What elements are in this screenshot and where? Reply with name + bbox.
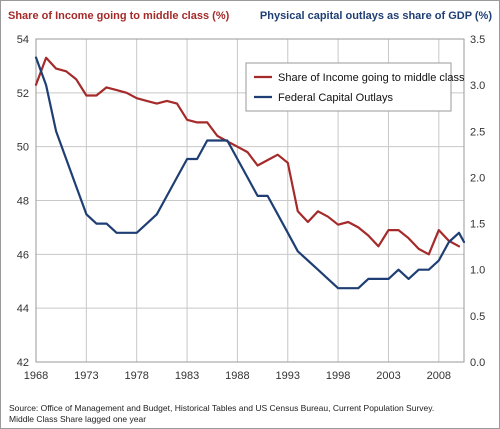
right-axis-title: Physical capital outlays as share of GDP… (259, 10, 492, 22)
left-tick-label: 48 (17, 196, 29, 208)
right-tick-label: 0.5 (470, 311, 485, 323)
legend-label: Share of Income going to middle class (278, 72, 465, 84)
series-lines (34, 56, 466, 290)
legend-label: Federal Capital Outlays (278, 92, 393, 104)
legend-box (245, 62, 452, 112)
left-tick-label: 46 (17, 249, 29, 261)
x-axis-ticks: 1968 1973 1978 1983 1988 1993 1998 2003 2008 (24, 370, 451, 382)
source-line-1: Source: Office of Management and Budget,… (9, 403, 435, 413)
plot-area-border (35, 38, 465, 363)
right-tick-label: 0.0 (470, 357, 485, 369)
left-tick-label: 54 (17, 34, 29, 46)
right-tick-label: 2.0 (470, 172, 485, 184)
left-tick-label: 52 (17, 88, 29, 100)
right-tick-label: 3.5 (470, 34, 485, 46)
x-tick-label: 2003 (376, 370, 400, 382)
legend: Share of Income going to middle class Fed… (245, 62, 465, 112)
left-tick-label: 50 (17, 142, 29, 154)
source-line-2: Middle Class Share lagged one year (9, 414, 147, 424)
source-note: Source: Office of Management and Budget,… (9, 403, 434, 425)
left-tick-label: 44 (17, 303, 29, 315)
x-tick-label: 1993 (276, 370, 300, 382)
right-tick-label: 3.0 (470, 80, 485, 92)
left-axis-ticks: 42 44 46 48 50 52 54 (17, 34, 29, 369)
capital-outlays-line (34, 56, 466, 290)
x-tick-label: 1983 (175, 370, 199, 382)
x-tick-label: 1988 (225, 370, 249, 382)
left-axis-title: Share of Income going to middle class (%… (8, 10, 230, 22)
right-tick-label: 2.5 (470, 126, 485, 138)
middle-class-share-line (34, 56, 461, 256)
right-tick-label: 1.0 (470, 265, 485, 277)
x-tick-label: 1998 (326, 370, 350, 382)
x-tick-label: 1973 (74, 370, 98, 382)
right-axis-ticks: 0.0 0.5 1.0 1.5 2.0 2.5 3.0 3.5 (470, 34, 485, 369)
x-tick-label: 1968 (24, 370, 48, 382)
x-tick-label: 1978 (124, 370, 148, 382)
x-tick-label: 2008 (427, 370, 451, 382)
right-tick-label: 1.5 (470, 219, 485, 231)
left-tick-label: 42 (17, 357, 29, 369)
